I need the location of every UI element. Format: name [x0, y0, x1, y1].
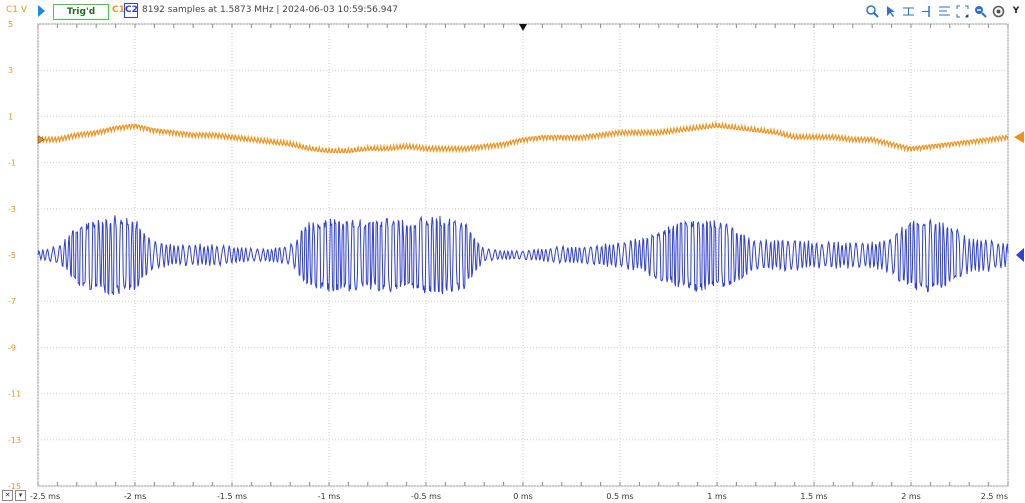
zoom-icon[interactable]: [865, 4, 879, 18]
c1-trace: [37, 120, 1009, 154]
marker-icon[interactable]: [919, 4, 933, 18]
y-tick-label: -7: [8, 297, 16, 306]
channel2-label[interactable]: C2: [124, 3, 138, 18]
channel1-label[interactable]: C1: [112, 5, 125, 15]
x-tick-label: 2.5 ms: [981, 492, 1008, 501]
c1-offset-marker-right: [1014, 131, 1024, 144]
settings-icon[interactable]: [991, 4, 1005, 18]
view-tools: Y: [865, 3, 1023, 19]
x-tick-label: 1 ms: [707, 492, 727, 501]
x-tick-label: 0.5 ms: [606, 492, 633, 501]
y-tick-label: -3: [8, 205, 16, 214]
x-tick-label: -0.5 ms: [411, 492, 441, 501]
align-icon[interactable]: [937, 4, 951, 18]
y-tick-label: -5: [8, 251, 16, 260]
y-tick-label: 3: [8, 66, 13, 75]
y-axis-icon[interactable]: Y: [1009, 4, 1023, 18]
close-icon[interactable]: ✕: [2, 490, 13, 501]
y-tick-label: -1: [8, 159, 16, 168]
c1-offset-marker-left: [37, 135, 45, 144]
y-tick-label: 5: [8, 20, 13, 29]
waveform-traces: [37, 120, 1009, 296]
acquisition-info: 8192 samples at 1.5873 MHz | 2024-06-03 …: [142, 5, 398, 15]
chevron-down-icon[interactable]: ▾: [15, 490, 26, 501]
y-tick-label: -13: [8, 436, 21, 445]
x-tick-labels: -2.5 ms -2 ms -1.5 ms -1 ms -0.5 ms 0 ms 0.5 m…: [30, 492, 1008, 501]
c2-trace: [37, 215, 1009, 296]
y-axis-unit: C1 V: [6, 5, 28, 15]
y-tick-label: 1: [8, 112, 13, 121]
x-tick-label: -1.5 ms: [217, 492, 247, 501]
y-tick-label: -15: [8, 482, 21, 491]
x-tick-label: 0 ms: [513, 492, 533, 501]
x-tick-label: 1.5 ms: [800, 492, 827, 501]
y-axis-label: Y: [1012, 6, 1020, 16]
c2-offset-marker-right: [1016, 248, 1024, 262]
plot-grid: [37, 23, 1009, 487]
x-tick-label: -2.5 ms: [30, 492, 60, 501]
cursor-icon[interactable]: [883, 4, 897, 18]
axis-corner-controls: ✕ ▾: [2, 490, 26, 501]
hcursor-icon[interactable]: [901, 4, 915, 18]
trace-markers: [37, 24, 1024, 262]
y-tick-label: -9: [8, 343, 16, 352]
zoom-fit-icon[interactable]: [955, 4, 969, 18]
y-tick-labels: 5 3 1 -1 -3 -5 -7 -9 -11 -13 -15: [8, 20, 21, 491]
trigger-status-badge: Trig'd: [53, 4, 109, 20]
scope-toolbar: C1 V Trig'd C1 C2 8192 samples at 1.5873…: [0, 0, 1025, 22]
y-tick-label: -11: [8, 390, 21, 399]
zoom-out-icon[interactable]: [973, 4, 987, 18]
x-tick-label: 2 ms: [901, 492, 921, 501]
x-tick-label: -1 ms: [318, 492, 340, 501]
trigger-position-marker: [519, 24, 527, 31]
x-tick-label: -2 ms: [124, 492, 146, 501]
run-play-icon[interactable]: [38, 5, 45, 17]
